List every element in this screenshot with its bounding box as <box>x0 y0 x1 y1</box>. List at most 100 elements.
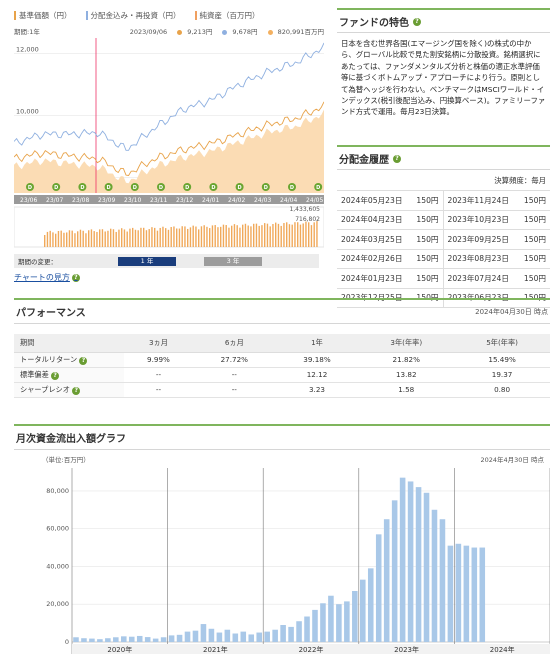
dividend-marker-label: D <box>211 185 215 191</box>
flow-bar <box>407 481 414 642</box>
help-icon[interactable]: ? <box>413 17 421 26</box>
dividend-marker <box>52 183 61 191</box>
performance-cell: -- <box>124 367 193 383</box>
volume-bar <box>104 231 106 247</box>
chart-guide-link-text[interactable]: チャートの見方 <box>14 273 70 282</box>
flow-bar <box>328 595 334 642</box>
volume-bar <box>123 229 126 247</box>
help-icon[interactable]: ? <box>71 273 80 282</box>
chart-info-row: 期間:1年 2023/09/06 9,213円 9,678円 820,991百万… <box>14 26 324 36</box>
performance-row: シャープレシオ ? -- -- 3.23 1.58 0.80 <box>14 382 550 398</box>
period-3y-button[interactable]: 3 年 <box>204 256 262 266</box>
dividend-marker <box>157 183 165 191</box>
volume-bar <box>176 228 178 247</box>
flow-section: 月次資金流出入額グラフ （単位:百万円） 2024年4月30日 時点 80,000 6… <box>14 424 550 654</box>
volume-bar <box>222 224 225 247</box>
x-tick-label: 24/01 <box>202 197 219 204</box>
flow-bar <box>336 604 342 642</box>
volume-label-mid: 716,802 <box>295 216 320 223</box>
volume-bar <box>242 224 244 247</box>
nav-line <box>14 101 324 176</box>
performance-row-label: トータルリターン ? <box>14 352 124 368</box>
volume-bar <box>167 229 170 247</box>
flow-bar <box>320 603 326 642</box>
volume-bar <box>291 224 293 247</box>
price-chart-panel: 基準価額（円） 分配金込み・再投資（円） 純資産（百万円） 期間:1年 2023… <box>14 8 324 282</box>
volume-bar <box>310 225 313 247</box>
distribution-row: 2024年04月23日 150円 <box>337 210 444 230</box>
volume-bar <box>46 231 49 247</box>
distribution-amount: 150円 <box>523 293 546 303</box>
year-label: 2020年 <box>107 645 132 654</box>
price-chart[interactable]: 12,00010,0008,000DDDDDDDDDDDD23/0623/072… <box>14 38 324 250</box>
volume-bar <box>189 227 192 247</box>
help-icon[interactable]: ? <box>393 154 401 163</box>
help-icon[interactable]: ? <box>72 386 81 395</box>
volume-bar <box>275 222 277 247</box>
col-6m: 6ヵ月 <box>192 334 276 353</box>
flow-bar <box>447 545 454 642</box>
x-tick-label: 23/08 <box>72 197 89 204</box>
features-text: 日本を含む世界各国(エマージング国を除く)の株式の中から、グローバル比較で見た割… <box>341 39 546 117</box>
volume-bar <box>250 226 252 247</box>
volume-bar <box>288 224 291 247</box>
volume-bar <box>192 225 194 247</box>
volume-bar <box>90 229 93 247</box>
volume-bar <box>121 228 123 247</box>
volume-bar <box>236 225 238 247</box>
x-tick-label: 23/10 <box>124 197 141 204</box>
flow-chart: （単位:百万円） 2024年4月30日 時点 80,000 60,000 40,000 2… <box>42 455 550 654</box>
flow-bar <box>184 631 191 642</box>
performance-cell: -- <box>192 382 276 398</box>
performance-cell: 13.82 <box>358 367 455 383</box>
hover-date: 2023/09/06 <box>129 28 168 36</box>
distribution-amount: 150円 <box>523 215 546 225</box>
volume-bar <box>280 225 282 247</box>
volume-bar <box>101 229 104 247</box>
distribution-amount: 150円 <box>523 254 546 264</box>
performance-row-label: 標準偏差 ? <box>14 367 124 383</box>
flow-bar <box>383 519 390 642</box>
performance-title: パフォーマンス <box>16 308 86 319</box>
col-3m: 3ヵ月 <box>124 334 193 353</box>
flow-bar <box>439 519 446 642</box>
features-title: ファンドの特色 <box>339 18 409 29</box>
y-tick-label: 12,000 <box>16 46 39 54</box>
reinvest-line <box>14 42 324 151</box>
volume-bar <box>145 230 148 247</box>
distribution-row: 2023年06月23日 150円 <box>443 289 550 308</box>
flow-bar <box>176 634 183 642</box>
flow-y-tick: 20,000 <box>46 600 69 608</box>
volume-bar <box>313 222 315 247</box>
dividend-marker-label: D <box>185 185 189 191</box>
flow-bar <box>144 637 151 642</box>
chart-guide-link[interactable]: チャートの見方 ? <box>14 272 80 283</box>
period-1y-button[interactable]: 1 年 <box>118 256 176 266</box>
flow-bar <box>224 629 231 642</box>
flow-y-tick: 0 <box>65 638 69 646</box>
dividend-marker <box>314 183 323 191</box>
flow-date-label: 2024年4月30日 時点 <box>480 455 544 464</box>
flow-bar <box>375 534 382 642</box>
volume-bar <box>137 230 139 247</box>
volume-bar <box>110 228 112 247</box>
flow-y-tick: 80,000 <box>46 487 69 495</box>
volume-bar <box>154 227 156 247</box>
help-icon[interactable]: ? <box>79 356 88 365</box>
legend-nav: 基準価額（円） <box>14 10 72 21</box>
features-heading: ファンドの特色 ? <box>337 8 550 33</box>
distribution-heading: 分配金履歴 ? <box>337 145 550 170</box>
flow-bar <box>264 631 270 642</box>
flow-bar <box>391 500 398 642</box>
flow-bar <box>232 633 239 642</box>
dividend-marker-label: D <box>264 185 268 191</box>
distribution-row: 2023年08月23日 150円 <box>443 250 550 269</box>
distribution-date: 2023年08月23日 <box>447 254 509 264</box>
help-icon[interactable]: ? <box>51 371 60 380</box>
distribution-date: 2024年05月23日 <box>341 195 403 205</box>
volume-bar <box>302 223 304 247</box>
flow-bar <box>423 492 430 642</box>
performance-cell: 1.58 <box>358 382 455 398</box>
distribution-amount: 150円 <box>416 195 439 205</box>
flow-bar <box>280 625 286 642</box>
